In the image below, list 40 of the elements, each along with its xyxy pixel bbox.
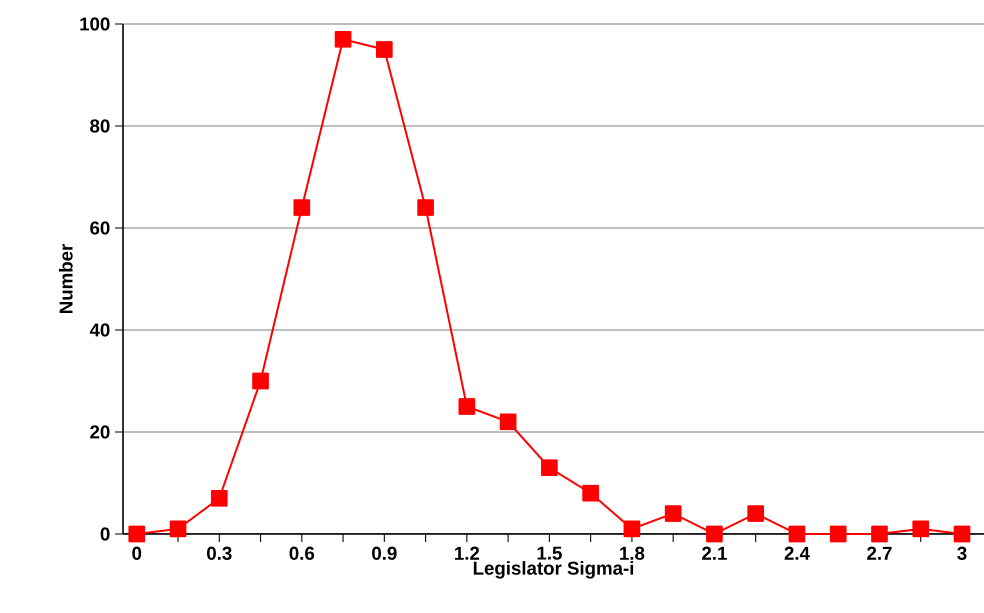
point xyxy=(252,372,269,390)
point xyxy=(417,199,434,216)
point xyxy=(500,413,516,430)
x-tick-label: 2.1 xyxy=(702,546,727,560)
point xyxy=(871,526,888,542)
point xyxy=(830,526,847,542)
x-axis-title: Legislator Sigma-i xyxy=(474,561,634,579)
y-tick-label: 40 xyxy=(90,323,110,337)
point xyxy=(747,505,764,522)
point xyxy=(624,520,640,538)
point xyxy=(293,199,310,216)
x-tick-label: 0.9 xyxy=(372,546,397,560)
point xyxy=(664,505,682,522)
x-tick-label: 2.7 xyxy=(867,546,892,560)
x-tick-label: 1.8 xyxy=(620,546,644,560)
point xyxy=(376,41,393,58)
point xyxy=(954,526,970,542)
y-tick-label: 80 xyxy=(90,119,110,133)
point xyxy=(541,459,558,476)
point xyxy=(170,520,186,538)
x-tick-label: 0.3 xyxy=(207,546,232,560)
x-tick-label: 1.5 xyxy=(538,546,562,560)
x-tick-label: 3 xyxy=(957,546,967,560)
point xyxy=(912,520,930,538)
point xyxy=(334,30,352,48)
y-tick-label: 0 xyxy=(100,527,110,541)
y-tick-label: 60 xyxy=(90,221,110,235)
point xyxy=(706,526,723,542)
point xyxy=(210,490,228,507)
y-axis-title: Number xyxy=(58,244,73,313)
point xyxy=(458,398,476,415)
x-tick-label: 0.6 xyxy=(290,546,314,560)
x-tick-label: 0 xyxy=(132,546,142,560)
point xyxy=(128,526,146,542)
y-tick-label: 100 xyxy=(80,17,110,31)
x-tick-label: 1.2 xyxy=(455,546,480,560)
y-tick-label: 20 xyxy=(90,425,110,439)
x-tick-label: 2.4 xyxy=(784,546,810,560)
point xyxy=(788,526,806,542)
point xyxy=(582,484,599,502)
